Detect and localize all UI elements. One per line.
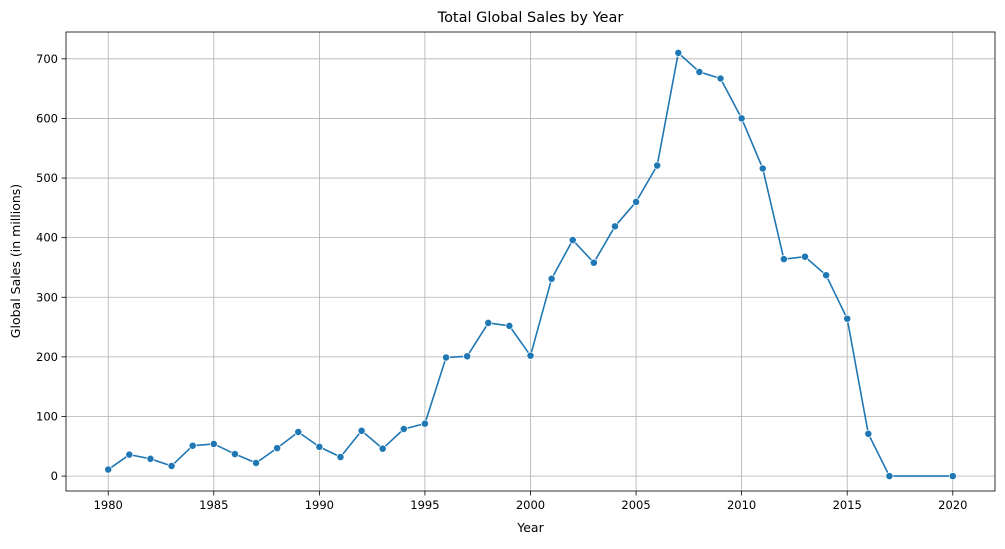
data-point (167, 462, 176, 470)
data-point (948, 472, 957, 481)
x-tick-label: 2020 (938, 498, 967, 512)
data-point (209, 439, 218, 448)
data-point (885, 472, 894, 481)
data-point (188, 441, 197, 450)
data-point (104, 465, 113, 474)
data-point (336, 453, 345, 461)
y-axis-label: Global Sales (in millions) (8, 184, 23, 338)
data-point (801, 252, 809, 261)
x-tick-label: 1980 (94, 498, 123, 512)
data-point (547, 274, 556, 283)
data-point (632, 197, 641, 206)
y-tick-label: 200 (36, 350, 58, 364)
x-axis-label: Year (516, 520, 544, 535)
data-point (716, 74, 725, 83)
data-point (230, 450, 239, 458)
data-point (505, 321, 514, 330)
y-tick-label: 700 (36, 52, 58, 66)
gridlines (66, 32, 995, 491)
data-point (420, 419, 429, 428)
data-point (758, 164, 767, 173)
x-tick-label: 2000 (516, 498, 545, 512)
x-tick-label: 2005 (621, 498, 650, 512)
data-point (146, 454, 155, 463)
x-tick-label: 2015 (833, 498, 862, 512)
data-point (822, 271, 831, 280)
data-point (864, 429, 873, 438)
y-tick-label: 600 (36, 111, 58, 125)
y-tick-label: 400 (36, 231, 58, 245)
data-point (653, 161, 662, 170)
data-point (568, 236, 577, 244)
data-point (294, 428, 303, 436)
data-point (125, 450, 134, 459)
data-point (589, 258, 598, 267)
data-point (463, 352, 472, 361)
data-point (315, 442, 324, 451)
data-point (779, 255, 788, 264)
data-point (357, 426, 366, 435)
series-sales (104, 48, 957, 481)
chart-title: Total Global Sales by Year (437, 10, 624, 26)
y-tick-label: 0 (51, 469, 58, 483)
data-point (273, 444, 282, 453)
data-point (695, 67, 704, 76)
data-point (378, 444, 387, 453)
axes: 1980 1985 1990 1995 2000 2005 2010 2015 2020 0 100… (36, 31, 996, 512)
y-tick-label: 100 (36, 409, 58, 423)
x-tick-label: 2010 (727, 498, 756, 512)
data-point (843, 314, 852, 323)
x-tick-label: 1995 (410, 498, 439, 512)
data-point (674, 48, 683, 57)
y-tick-label: 500 (36, 171, 58, 185)
data-point (442, 353, 450, 362)
x-tick-label: 1990 (305, 498, 334, 512)
data-point (252, 459, 260, 467)
data-point (399, 425, 408, 433)
x-tick-label: 1985 (199, 498, 228, 512)
data-point (737, 114, 746, 123)
data-point (611, 222, 619, 231)
y-tick-label: 300 (36, 290, 58, 304)
data-point (526, 351, 535, 360)
data-point (484, 318, 493, 327)
